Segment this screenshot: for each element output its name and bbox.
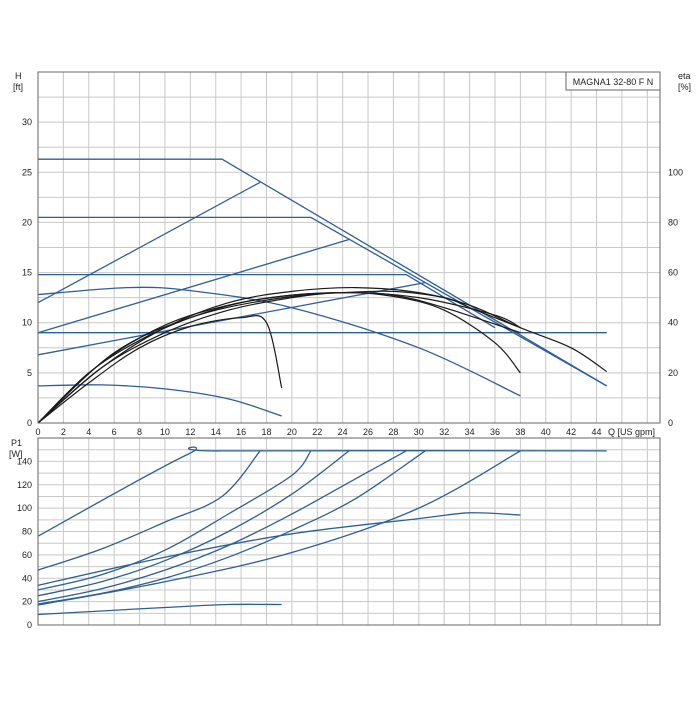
head-curve-5 <box>37 384 282 417</box>
eta-axis-label: eta <box>678 71 691 81</box>
x-tick-label: 26 <box>363 427 373 437</box>
x-tick-label: 18 <box>261 427 271 437</box>
head-tick-label: 20 <box>22 217 32 227</box>
x-tick-label: 32 <box>439 427 449 437</box>
head-tick-label: 25 <box>22 167 32 177</box>
frame-layer <box>37 71 661 626</box>
efficiency-curve-9 <box>37 314 283 424</box>
head-curve-1 <box>38 216 608 387</box>
x-tick-label: 28 <box>388 427 398 437</box>
power-curve-6 <box>37 450 521 606</box>
power-curve-4 <box>37 450 407 603</box>
power-axis-label: P1 <box>11 438 22 448</box>
x-tick-label: 30 <box>414 427 424 437</box>
x-tick-label: 42 <box>566 427 576 437</box>
head-tick-label: 30 <box>22 117 32 127</box>
head-tick-label: 5 <box>27 368 32 378</box>
efficiency-curve-13 <box>37 291 521 424</box>
head-tick-label: 10 <box>22 318 32 328</box>
series-layer <box>37 158 608 616</box>
x-tick-label: 2 <box>61 427 66 437</box>
power-tick-label: 40 <box>22 573 32 583</box>
efficiency-curve-10 <box>37 291 521 424</box>
x-tick-label: 10 <box>160 427 170 437</box>
power-tick-label: 0 <box>27 620 32 630</box>
x-tick-label: 12 <box>185 427 195 437</box>
x-tick-label: 44 <box>592 427 602 437</box>
x-tick-label: 4 <box>86 427 91 437</box>
x-tick-label: 8 <box>137 427 142 437</box>
efficiency-curve-11 <box>37 286 608 424</box>
power-curve-8 <box>37 603 282 616</box>
x-tick-label: 14 <box>211 427 221 437</box>
eta-tick-label: 100 <box>668 167 683 177</box>
flow-axis-label: Q [US gpm] <box>608 427 655 437</box>
power-tick-label: 100 <box>17 503 32 513</box>
x-tick-label: 22 <box>312 427 322 437</box>
power-curve-3 <box>37 450 350 597</box>
eta-tick-label: 80 <box>668 217 678 227</box>
power-curve-0 <box>37 446 607 537</box>
eta-tick-label: 0 <box>668 418 673 428</box>
power-tick-label: 60 <box>22 550 32 560</box>
x-tick-label: 36 <box>490 427 500 437</box>
x-tick-label: 24 <box>338 427 348 437</box>
power-curve-2 <box>37 450 312 591</box>
power-curve-5 <box>37 450 426 605</box>
head-axis-label: H <box>15 71 22 81</box>
power-axis-unit: [W] <box>9 449 23 459</box>
power-curve-7 <box>37 512 521 586</box>
x-tick-label: 34 <box>465 427 475 437</box>
efficiency-curve-14 <box>37 292 521 424</box>
power-tick-label: 140 <box>17 456 32 466</box>
eta-tick-label: 40 <box>668 318 678 328</box>
x-tick-label: 6 <box>112 427 117 437</box>
head-plot-frame <box>37 71 661 424</box>
model-label-box <box>565 71 661 91</box>
text-layer: MAGNA1 32-80 F N H [ft] eta [%] Q [US gp… <box>9 71 691 630</box>
eta-tick-label: 60 <box>668 268 678 278</box>
x-tick-label: 20 <box>287 427 297 437</box>
power-tick-label: 20 <box>22 597 32 607</box>
head-axis-unit: [ft] <box>13 82 23 92</box>
x-tick-label: 16 <box>236 427 246 437</box>
grid-layer <box>38 72 660 625</box>
head-curve-2 <box>38 273 496 329</box>
power-plot-frame <box>37 437 661 626</box>
head-tick-label: 0 <box>27 418 32 428</box>
power-tick-label: 120 <box>17 480 32 490</box>
x-tick-label: 38 <box>515 427 525 437</box>
power-tick-label: 80 <box>22 527 32 537</box>
power-curve-1 <box>37 450 261 571</box>
x-tick-label: 0 <box>35 427 40 437</box>
eta-axis-unit: [%] <box>678 82 691 92</box>
head-curve-6 <box>37 181 261 304</box>
head-curve-7 <box>37 238 350 334</box>
model-label: MAGNA1 32-80 F N <box>573 77 654 87</box>
x-tick-label: 40 <box>541 427 551 437</box>
eta-tick-label: 20 <box>668 368 678 378</box>
head-tick-label: 15 <box>22 268 32 278</box>
